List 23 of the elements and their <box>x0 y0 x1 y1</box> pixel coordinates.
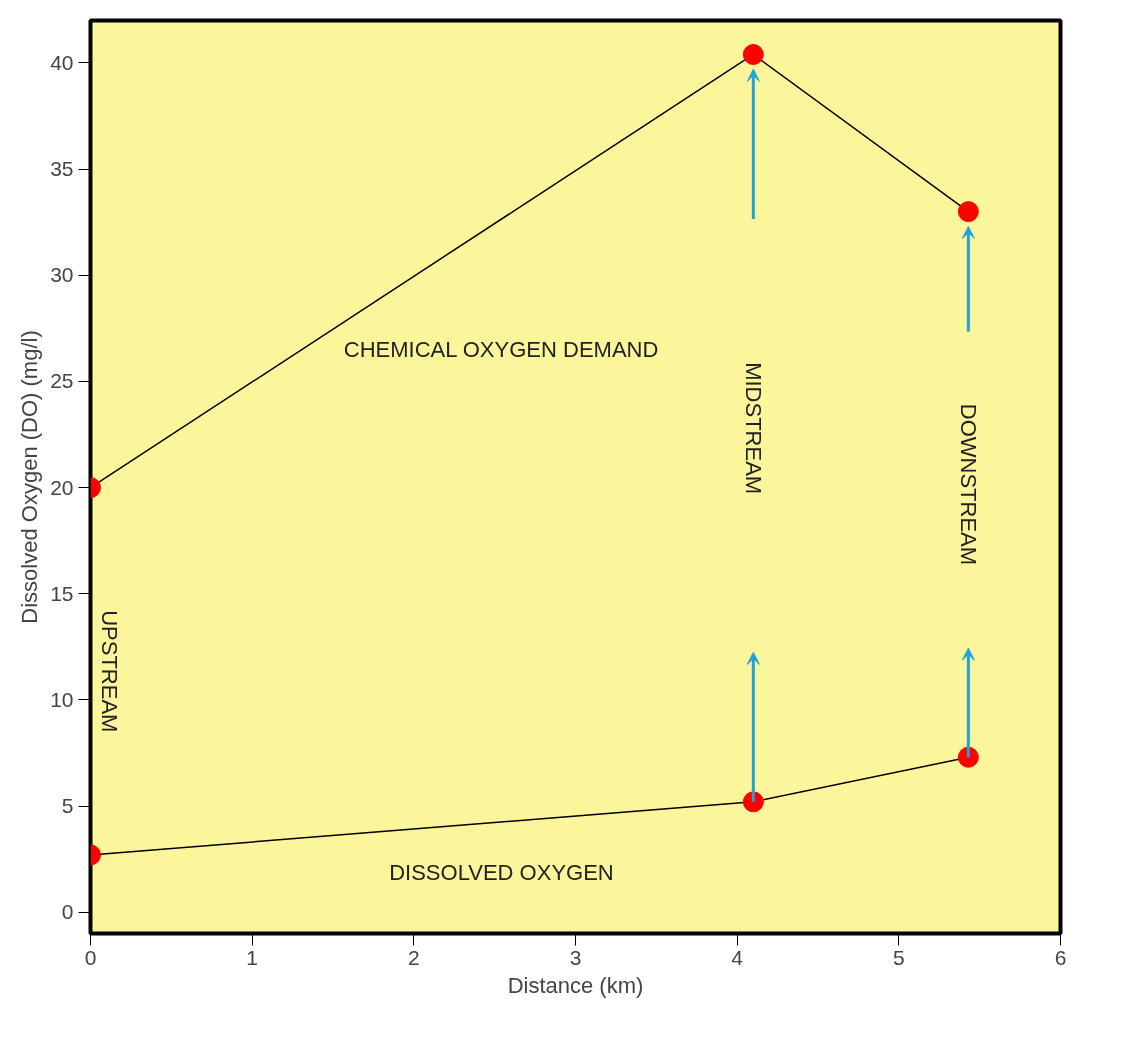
annotation: DOWNSTREAM <box>955 403 981 566</box>
y-tick-label: 25 <box>50 369 74 393</box>
series-label: DISSOLVED OXYGEN <box>389 859 614 885</box>
x-tick-label: 2 <box>407 945 420 969</box>
y-tick-label: 35 <box>50 157 74 181</box>
y-tick-label: 10 <box>50 687 74 711</box>
y-tick-label: 20 <box>50 475 74 499</box>
x-tick-label: 3 <box>569 945 582 969</box>
annotation: UPSTREAM <box>97 610 123 733</box>
y-tick-label: 40 <box>50 50 74 74</box>
y-tick-label: 30 <box>50 263 74 287</box>
x-tick-label: 4 <box>731 945 744 969</box>
x-tick-label: 6 <box>1054 945 1067 969</box>
series-label: CHEMICAL OXYGEN DEMAND <box>343 336 659 362</box>
annotation: MIDSTREAM <box>740 362 766 495</box>
x-axis-title: Distance (km) <box>507 972 644 998</box>
y-tick-label: 15 <box>50 581 74 605</box>
x-tick-label: 0 <box>84 945 97 969</box>
y-axis-title: Dissolved Oxygen (DO) (mg/l) <box>17 330 43 624</box>
y-tick-label: 5 <box>61 794 74 818</box>
x-tick-label: 5 <box>892 945 905 969</box>
x-tick-label: 1 <box>246 945 259 969</box>
y-tick-label: 0 <box>61 900 74 924</box>
